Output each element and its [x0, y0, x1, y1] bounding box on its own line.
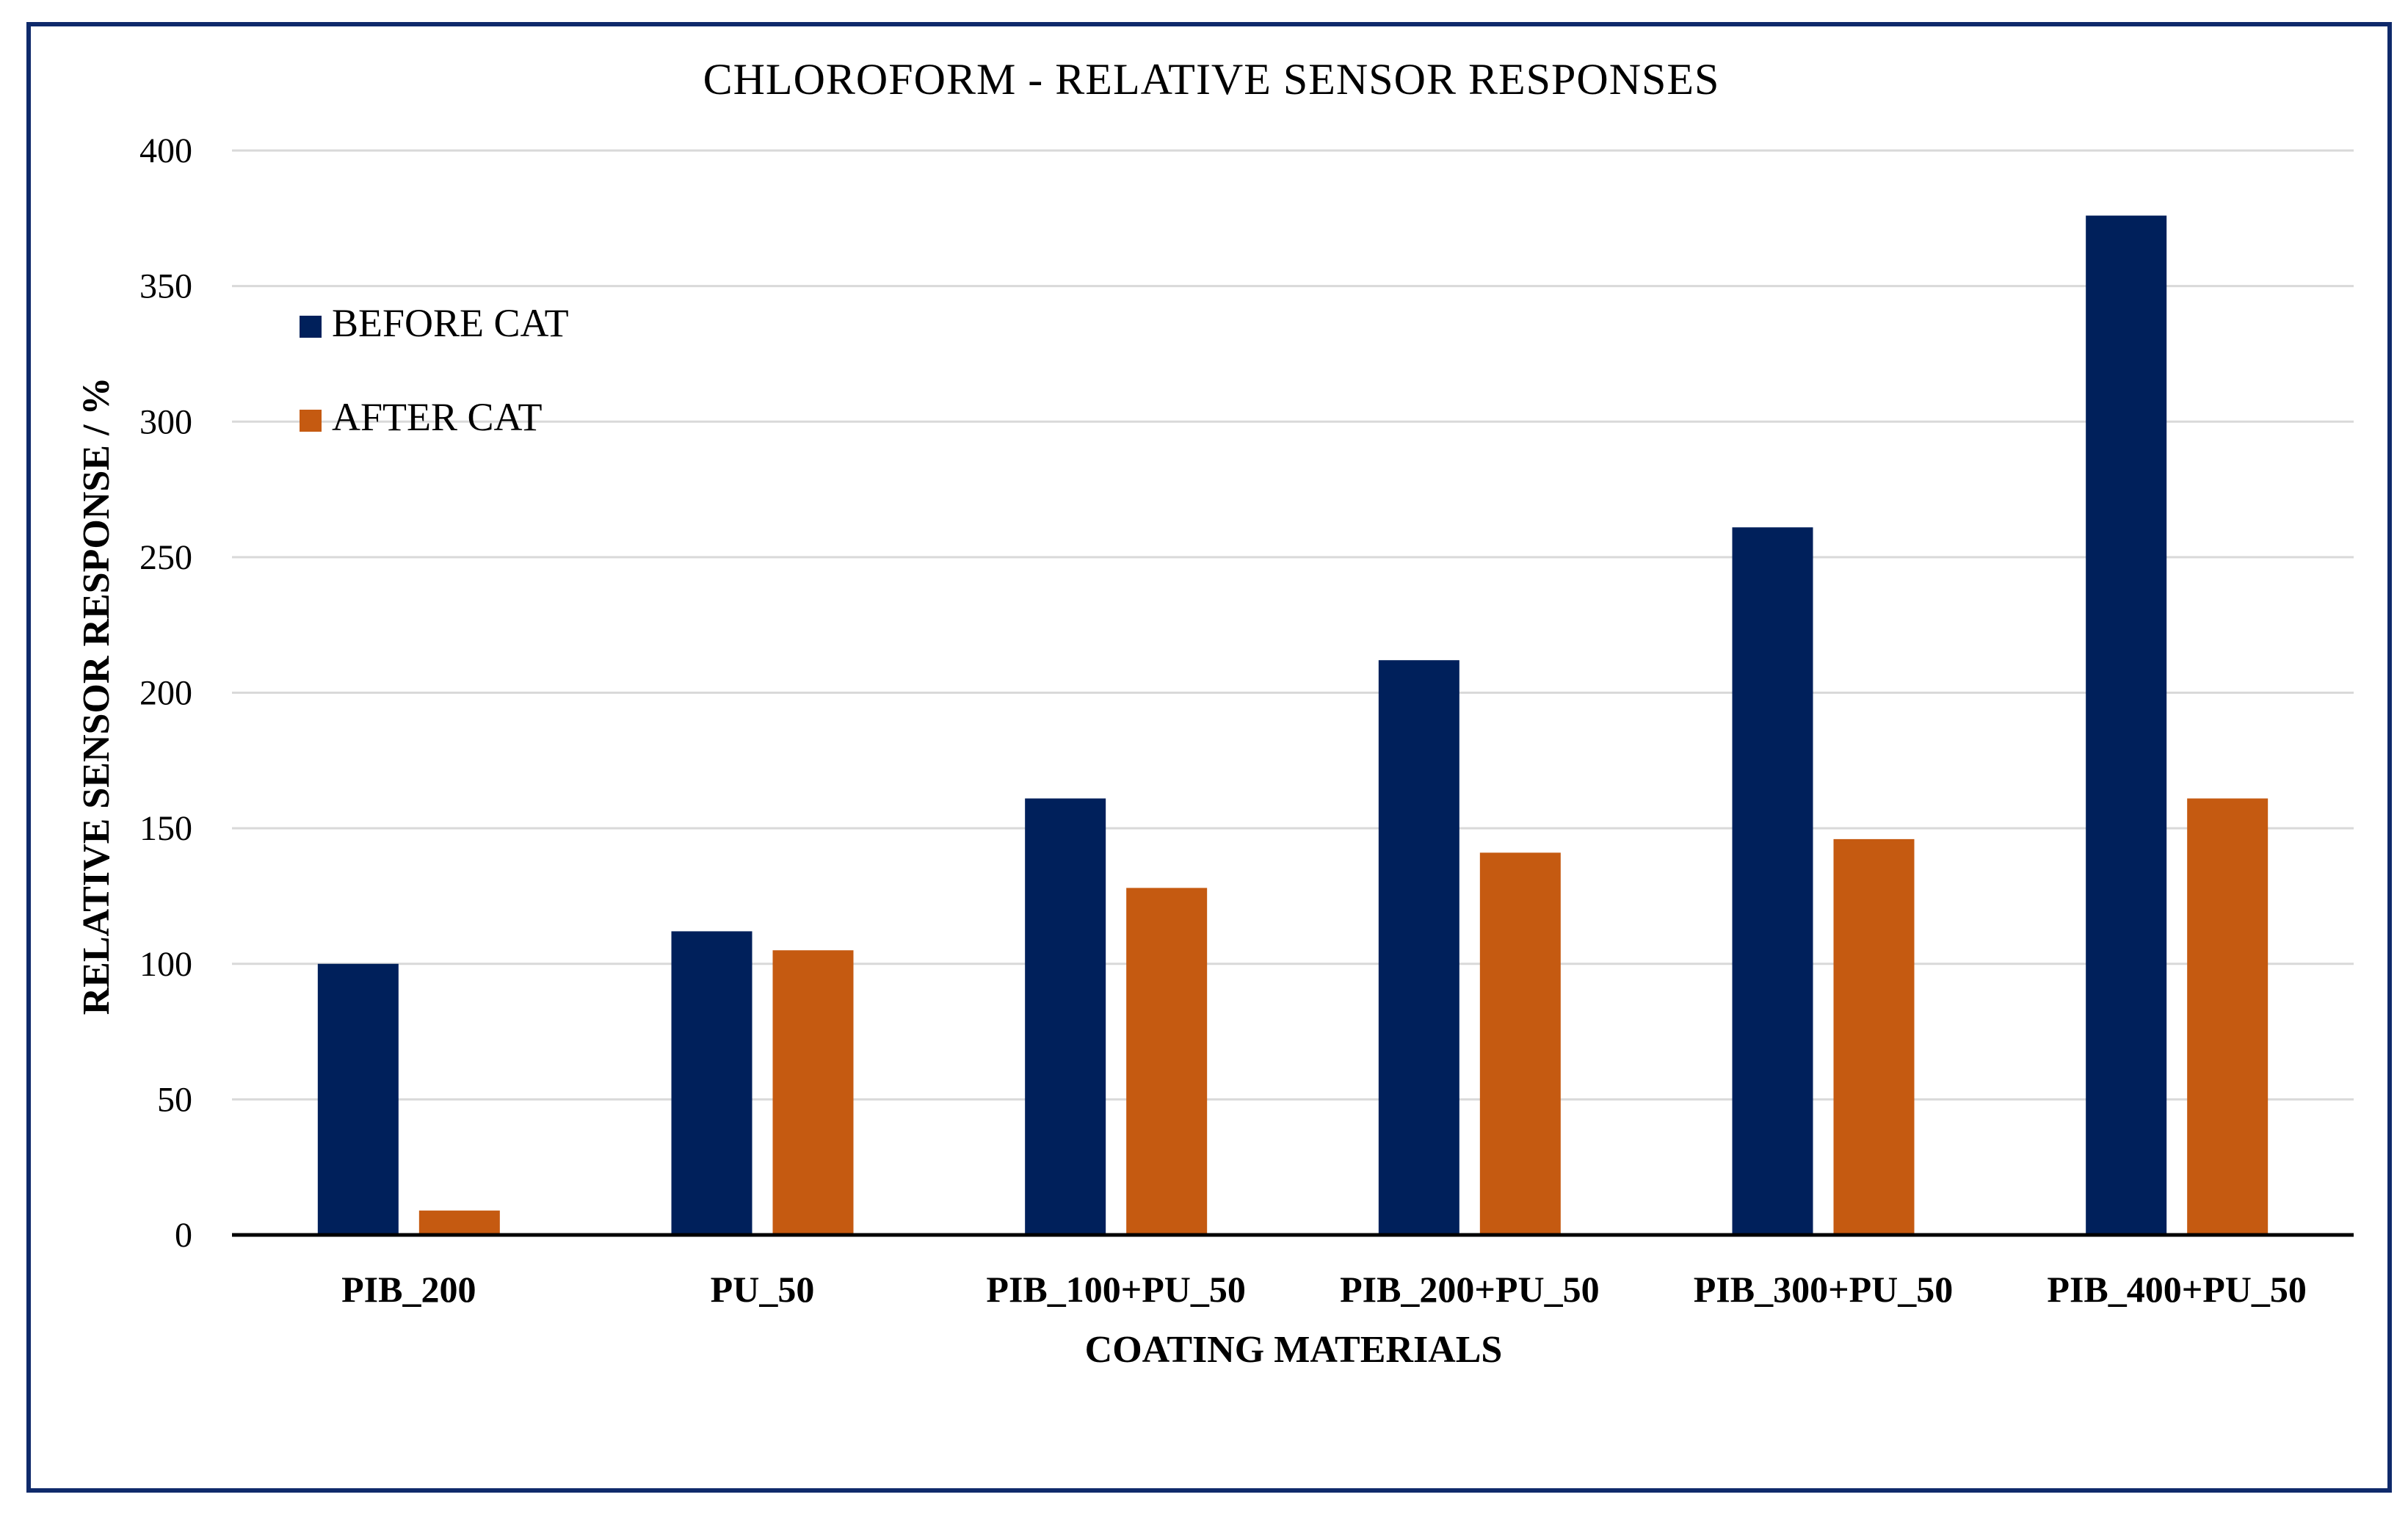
y-tick-labels: 0 50 100 150 200 250 300 350 400	[139, 131, 192, 1255]
bar-after-cat	[418, 1210, 500, 1235]
bar-before-cat	[1025, 798, 1106, 1235]
bar-after-cat	[1126, 888, 1208, 1235]
legend-swatch	[300, 316, 322, 338]
bar-after-cat	[1479, 852, 1561, 1235]
gridlines	[232, 149, 2354, 1101]
y-tick-label: 150	[139, 809, 192, 848]
bar-before-cat	[671, 931, 752, 1235]
legend-label: AFTER CAT	[332, 395, 543, 439]
x-tick-label: PIB_200	[341, 1269, 476, 1310]
y-tick-label: 100	[139, 945, 192, 984]
legend-label: BEFORE CAT	[332, 301, 569, 345]
y-tick-label: 200	[139, 674, 192, 713]
bars	[317, 215, 2269, 1235]
y-tick-label: 250	[139, 538, 192, 577]
bar-before-cat	[2086, 215, 2167, 1235]
y-tick-label: 350	[139, 267, 192, 306]
y-axis-label: RELATIVE SENSOR RESPONSE / %	[76, 377, 117, 1015]
y-tick-label: 400	[139, 131, 192, 170]
legend: BEFORE CAT AFTER CAT	[300, 301, 569, 439]
x-tick-label: PIB_400+PU_50	[2047, 1269, 2307, 1310]
x-tick-labels: PIB_200 PU_50 PIB_100+PU_50 PIB_200+PU_50 PI…	[341, 1269, 2307, 1310]
bar-before-cat	[317, 963, 399, 1235]
bar-after-cat	[772, 950, 854, 1235]
bar-before-cat	[1378, 660, 1459, 1235]
y-tick-label: 300	[139, 402, 192, 441]
legend-swatch	[300, 410, 322, 432]
bar-after-cat	[1833, 838, 1915, 1235]
x-tick-label: PIB_200+PU_50	[1340, 1269, 1600, 1310]
y-tick-label: 50	[157, 1080, 192, 1119]
x-tick-label: PIB_100+PU_50	[986, 1269, 1246, 1310]
chart-frame	[26, 22, 2392, 1493]
y-tick-label: 0	[175, 1216, 192, 1255]
x-axis-label: COATING MATERIALS	[1085, 1329, 1503, 1371]
bar-before-cat	[1732, 527, 1813, 1235]
x-tick-label: PU_50	[711, 1269, 815, 1310]
bar-after-cat	[2187, 798, 2269, 1235]
chart-title: CHLOROFORM - RELATIVE SENSOR RESPONSES	[703, 55, 1720, 104]
x-tick-label: PIB_300+PU_50	[1694, 1269, 1954, 1310]
